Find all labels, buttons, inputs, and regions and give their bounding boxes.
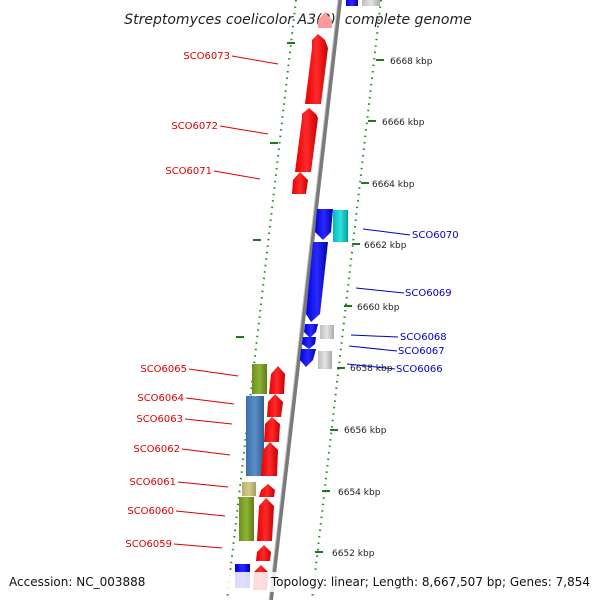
gene-box-sco6060-olive[interactable]	[239, 497, 254, 541]
gene-label-sco6063[interactable]: SCO6063	[136, 414, 183, 425]
gene-arrow-sco6061[interactable]	[259, 484, 275, 497]
gene-arrow-sco6073[interactable]	[305, 34, 328, 104]
accession-text: Accession: NC_003888	[9, 575, 145, 589]
ruler-label-6654: 6654 kbp	[338, 488, 381, 498]
ruler-label-6666: 6666 kbp	[382, 118, 425, 128]
gene-arrow-sco6071[interactable]	[292, 172, 308, 194]
ruler-label-6660: 6660 kbp	[357, 303, 400, 313]
gene-arrow-sco6063[interactable]	[264, 417, 280, 442]
gene-arrow-sco6062[interactable]	[261, 442, 278, 476]
gene-box-sco6070-cyan[interactable]	[333, 210, 348, 242]
ruler-label-6658: 6658 kbp	[350, 364, 393, 374]
gene-box-sco6068-grey[interactable]	[320, 325, 334, 339]
gene-label-sco6067[interactable]: SCO6067	[398, 346, 445, 357]
ruler-ticks	[236, 42, 384, 553]
gene-box-sco6063-steelblue[interactable]	[246, 396, 264, 476]
gene-box-sco6066-grey[interactable]	[318, 351, 332, 369]
gene-arrow-top-partial[interactable]	[318, 12, 332, 28]
gene-arrow-sco6067[interactable]	[302, 337, 316, 349]
gene-label-sco6060[interactable]: SCO6060	[127, 506, 174, 517]
genome-title: Streptomyces coelicolor A3(2), complete …	[124, 12, 472, 28]
gene-box-sco6065-olive[interactable]	[252, 364, 267, 394]
forward-gene-arrows-upper	[292, 12, 332, 194]
gene-label-sco6062[interactable]: SCO6062	[133, 444, 180, 455]
gene-arrow-sco6066[interactable]	[300, 349, 316, 367]
gene-arrow-sco6068[interactable]	[304, 324, 318, 338]
gene-label-sco6064[interactable]: SCO6064	[137, 393, 184, 404]
gene-label-sco6068[interactable]: SCO6068	[400, 332, 447, 343]
gene-label-sco6061[interactable]: SCO6061	[129, 477, 176, 488]
gene-arrow-sco6065[interactable]	[269, 366, 285, 394]
ruler-label-6662: 6662 kbp	[364, 241, 407, 251]
gene-label-sco6059[interactable]: SCO6059	[125, 539, 172, 550]
gene-label-sco6066[interactable]: SCO6066	[396, 364, 443, 375]
reverse-gene-arrows	[300, 209, 348, 369]
gene-label-sco6072[interactable]: SCO6072	[171, 121, 218, 132]
chromosome-axis-highlight	[268, 0, 339, 600]
gene-label-sco6069[interactable]: SCO6069	[405, 288, 452, 299]
gene-label-sco6065[interactable]: SCO6065	[140, 364, 187, 375]
gene-arrow-sco6064[interactable]	[267, 394, 283, 417]
chromosome-axis	[269, 0, 342, 600]
gene-label-sco6070[interactable]: SCO6070	[412, 230, 459, 241]
right-gene-leaders	[346, 228, 411, 370]
gene-label-sco6071[interactable]: SCO6071	[165, 166, 212, 177]
gene-arrow-sco6072[interactable]	[295, 108, 318, 172]
gene-arrow-sco6070[interactable]	[315, 209, 333, 240]
gene-arrow-sco6059[interactable]	[256, 545, 271, 561]
left-gene-leaders	[173, 55, 279, 549]
ruler-label-6652: 6652 kbp	[332, 549, 375, 559]
footer-backdrop	[214, 572, 600, 592]
ruler-label-6656: 6656 kbp	[344, 426, 387, 436]
gene-arrow-sco6060[interactable]	[257, 498, 274, 541]
gene-box-sco6061-khaki[interactable]	[242, 482, 256, 496]
gene-box-top-grey[interactable]	[362, 0, 380, 6]
gene-box-top-blue[interactable]	[346, 0, 358, 6]
genome-summary-text: Topology: linear; Length: 8,667,507 bp; …	[270, 575, 590, 589]
gene-arrow-sco6069[interactable]	[306, 242, 328, 322]
ruler-label-6668: 6668 kbp	[390, 57, 433, 67]
ruler-label-6664: 6664 kbp	[372, 180, 415, 190]
gene-label-sco6073[interactable]: SCO6073	[183, 51, 230, 62]
